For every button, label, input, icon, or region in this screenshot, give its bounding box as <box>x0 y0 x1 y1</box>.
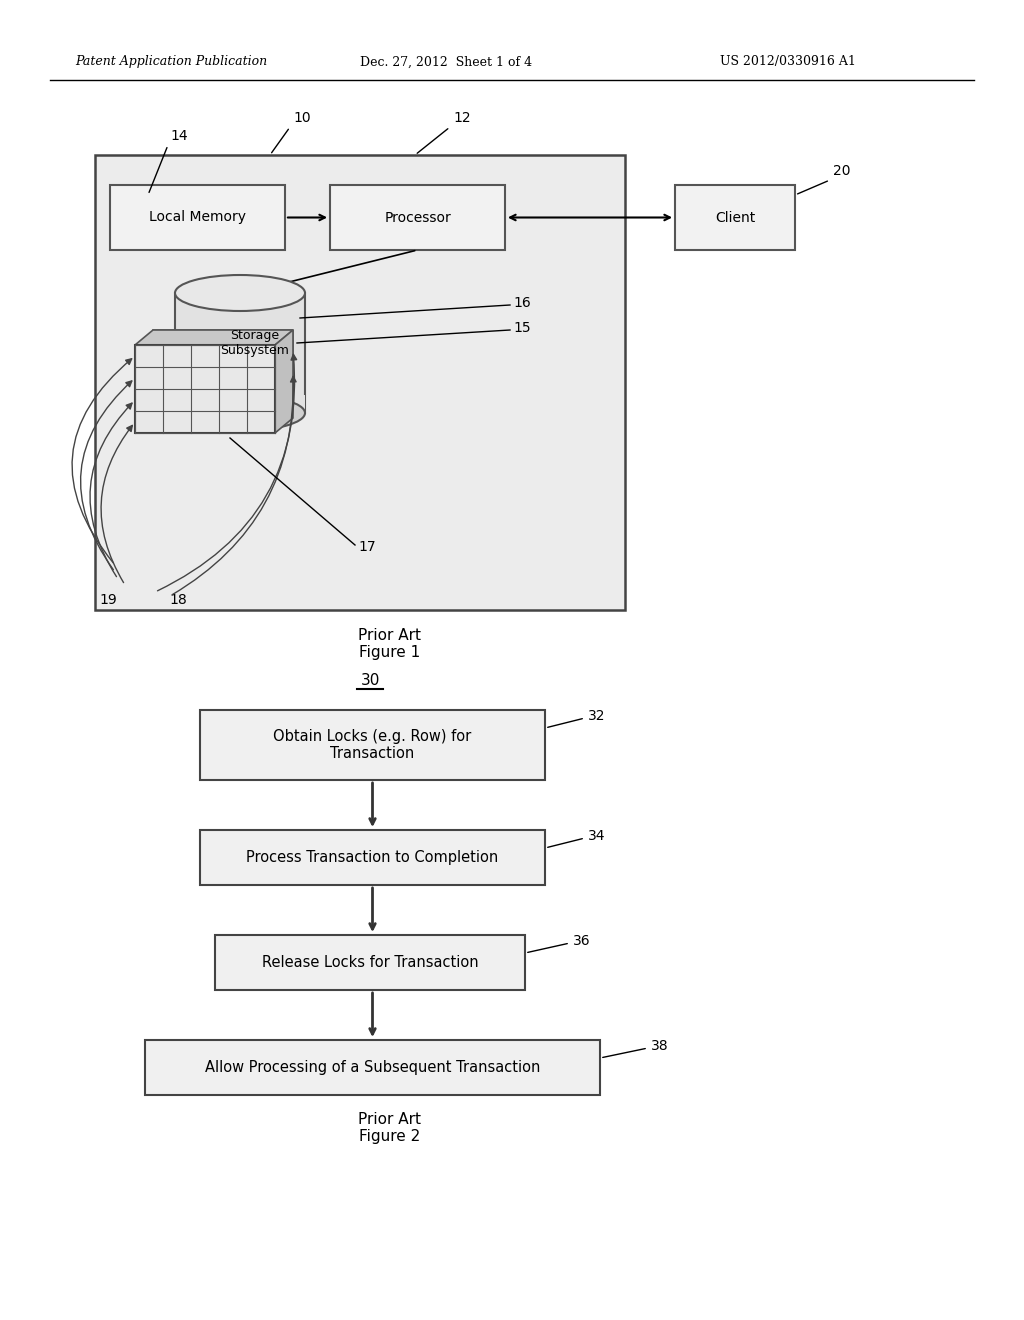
Text: 12: 12 <box>453 111 471 125</box>
Text: Prior Art
Figure 1: Prior Art Figure 1 <box>358 628 422 660</box>
Ellipse shape <box>175 395 305 432</box>
Bar <box>153 330 293 418</box>
Text: 14: 14 <box>170 129 187 143</box>
Text: 16: 16 <box>513 296 530 310</box>
Bar <box>135 345 275 433</box>
Text: 18: 18 <box>169 593 186 607</box>
Bar <box>175 293 305 413</box>
Text: Storage
Subsystem: Storage Subsystem <box>220 329 290 356</box>
Text: Release Locks for Transaction: Release Locks for Transaction <box>262 954 478 970</box>
Text: 10: 10 <box>293 111 310 125</box>
Bar <box>330 185 505 249</box>
Text: Process Transaction to Completion: Process Transaction to Completion <box>247 850 499 865</box>
Text: 17: 17 <box>358 540 376 554</box>
Text: 36: 36 <box>573 935 591 948</box>
Text: Allow Processing of a Subsequent Transaction: Allow Processing of a Subsequent Transac… <box>205 1060 541 1074</box>
Polygon shape <box>135 330 293 345</box>
Text: Local Memory: Local Memory <box>150 210 246 224</box>
Text: 20: 20 <box>833 164 851 178</box>
Bar <box>95 154 625 610</box>
Text: Obtain Locks (e.g. Row) for
Transaction: Obtain Locks (e.g. Row) for Transaction <box>273 729 472 762</box>
Text: 32: 32 <box>588 709 605 723</box>
Text: Client: Client <box>715 210 755 224</box>
Text: 30: 30 <box>360 673 380 688</box>
Bar <box>215 935 525 990</box>
Bar <box>675 185 795 249</box>
Bar <box>175 395 305 413</box>
Ellipse shape <box>175 275 305 312</box>
Bar <box>145 1040 600 1096</box>
Text: Dec. 27, 2012  Sheet 1 of 4: Dec. 27, 2012 Sheet 1 of 4 <box>360 55 532 69</box>
Text: Patent Application Publication: Patent Application Publication <box>75 55 267 69</box>
Text: 38: 38 <box>651 1039 669 1053</box>
Text: US 2012/0330916 A1: US 2012/0330916 A1 <box>720 55 856 69</box>
Text: 34: 34 <box>588 829 605 843</box>
Bar <box>110 185 285 249</box>
Text: Prior Art
Figure 2: Prior Art Figure 2 <box>358 1111 422 1144</box>
Text: 19: 19 <box>99 593 117 607</box>
Bar <box>200 830 545 884</box>
Text: 15: 15 <box>513 321 530 335</box>
Text: Processor: Processor <box>384 210 451 224</box>
Polygon shape <box>275 330 293 433</box>
Bar <box>200 710 545 780</box>
